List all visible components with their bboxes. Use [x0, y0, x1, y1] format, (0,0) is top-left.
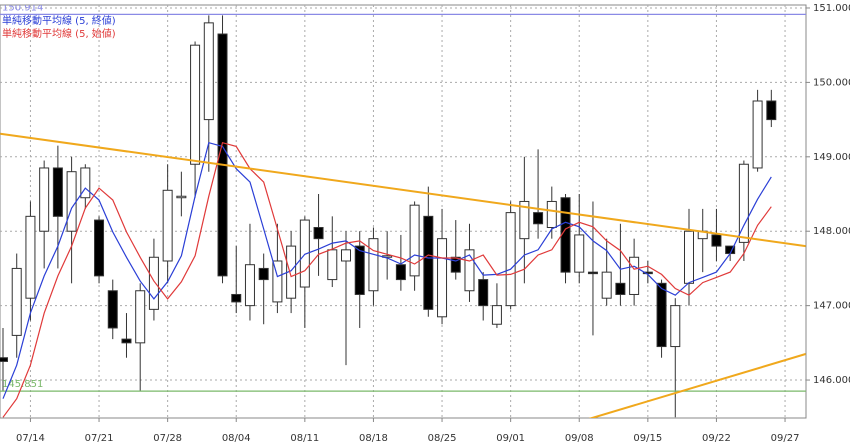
- candle-body: [190, 44, 201, 165]
- candle-body: [162, 189, 173, 262]
- candle-body: [354, 245, 365, 295]
- candle-body: [437, 238, 448, 318]
- candle-body: [299, 219, 310, 288]
- legend-entry: 単純移動平均線 (5, 終値): [2, 14, 116, 27]
- x-tick-label: 07/28: [153, 433, 182, 444]
- candle-body: [231, 293, 242, 303]
- y-tick-label: 148.000: [813, 226, 850, 237]
- candle-body: [574, 234, 585, 273]
- candle-body: [491, 305, 502, 325]
- y-tick-label: 147.000: [813, 301, 850, 312]
- y-tick-label: 149.000: [813, 152, 850, 163]
- candle-body: [25, 215, 36, 299]
- x-tick-label: 07/21: [85, 433, 114, 444]
- x-tick-label: 07/14: [16, 433, 45, 444]
- candle-body: [615, 282, 626, 295]
- candle-body: [107, 290, 118, 329]
- candle-body: [629, 256, 640, 295]
- candle-body: [121, 338, 132, 344]
- candle-body: [587, 271, 598, 275]
- moving-average-line: [2, 141, 772, 418]
- candle-body: [39, 167, 50, 232]
- x-tick-label: 09/15: [633, 433, 662, 444]
- candle-body: [94, 219, 105, 277]
- horizontal-line-label: 150.914: [2, 2, 43, 13]
- candle-body: [341, 249, 351, 262]
- candle-body: [450, 256, 461, 273]
- y-tick-label: 151.000: [813, 3, 850, 14]
- candle-body: [601, 271, 612, 299]
- candle-body: [738, 163, 749, 243]
- x-tick-label: 08/11: [290, 433, 319, 444]
- candle-body: [642, 271, 653, 275]
- legend-entry: 単純移動平均線 (5, 始値): [2, 27, 116, 40]
- trend-line: [0, 132, 806, 248]
- y-tick-label: 150.000: [813, 77, 850, 88]
- candle-body: [766, 100, 777, 121]
- candle-body: [478, 279, 489, 307]
- candle-body: [368, 238, 379, 292]
- candle-body: [244, 264, 255, 307]
- candle-body: [176, 195, 187, 199]
- candle-body: [560, 197, 571, 273]
- candle-body: [52, 167, 63, 217]
- candle-body: [546, 200, 557, 228]
- x-tick-label: 09/01: [496, 433, 525, 444]
- x-tick-label: 08/04: [222, 433, 251, 444]
- x-tick-label: 08/25: [428, 433, 457, 444]
- candle-body: [217, 33, 228, 277]
- candle-body: [313, 226, 324, 240]
- candle-body: [272, 260, 283, 303]
- candle-body: [670, 305, 681, 348]
- candle-body: [409, 204, 420, 277]
- x-tick-label: 09/27: [771, 433, 800, 444]
- x-tick-label: 09/22: [702, 433, 731, 444]
- candle-body: [80, 167, 91, 199]
- candle-body: [327, 249, 338, 281]
- y-tick-label: 146.000: [813, 375, 850, 386]
- candle-body: [533, 212, 544, 225]
- candle-body: [11, 267, 22, 336]
- candle-body: [135, 290, 146, 344]
- candle-body: [684, 230, 694, 284]
- candle-body: [395, 264, 406, 281]
- candle-body: [505, 212, 516, 307]
- candle-body: [258, 267, 269, 281]
- candle-body: [711, 234, 722, 247]
- trend-line: [588, 353, 806, 418]
- candle-body: [423, 215, 434, 310]
- candle-body: [0, 357, 8, 362]
- candle-body: [203, 22, 214, 121]
- x-tick-label: 08/18: [359, 433, 388, 444]
- candle-body: [656, 282, 667, 348]
- moving-average-line: [2, 141, 772, 399]
- candle-body: [519, 200, 530, 240]
- plot-frame: [0, 4, 807, 419]
- candle-body: [464, 249, 475, 292]
- x-tick-label: 09/08: [565, 433, 594, 444]
- candle-body: [148, 256, 159, 310]
- candle-body: [752, 100, 763, 169]
- candle-body: [66, 171, 77, 232]
